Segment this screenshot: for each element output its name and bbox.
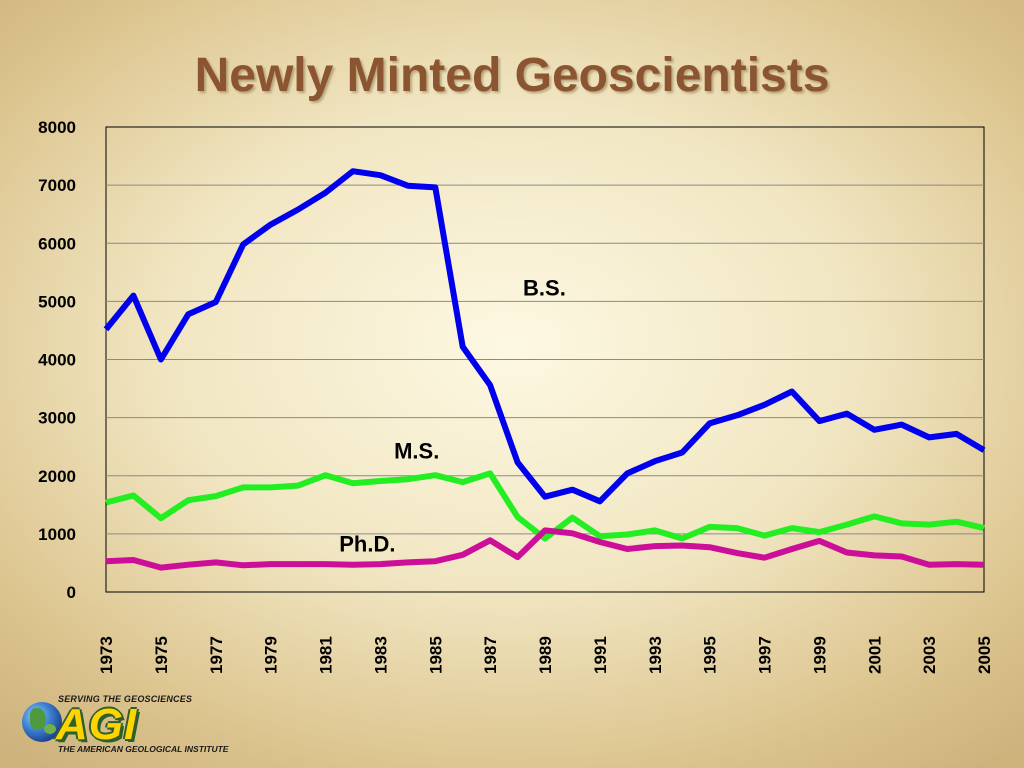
x-tick-label: 1979 (262, 636, 281, 674)
y-tick-label: 1000 (38, 525, 76, 544)
logo-tagline-top: SERVING THE GEOSCIENCES (58, 694, 193, 704)
series-label-phd: Ph.D. (339, 531, 395, 556)
x-tick-label: 1977 (207, 636, 226, 674)
y-axis-ticks: 0 1000 2000 3000 4000 5000 6000 7000 8000 (38, 118, 76, 602)
y-tick-label: 3000 (38, 409, 76, 428)
x-tick-label: 1981 (317, 636, 336, 674)
x-axis-ticks: 1973 1975 1977 1979 1981 1983 1985 1987 1989 1991… (97, 636, 994, 674)
y-tick-label: 6000 (38, 234, 76, 253)
gridlines (106, 184, 984, 535)
series-line-bs (103, 168, 986, 505)
y-tick-label: 2000 (38, 467, 76, 486)
series-lines (103, 168, 986, 571)
x-tick-label: 1987 (481, 636, 500, 674)
x-tick-label: 1975 (152, 636, 171, 674)
x-tick-label: 1997 (756, 636, 775, 674)
x-tick-label: 1989 (536, 636, 555, 674)
x-tick-label: 1973 (97, 636, 116, 674)
page-title: Newly Minted Geoscientists (194, 49, 830, 102)
series-line-ms (105, 470, 985, 542)
y-tick-label: 7000 (38, 176, 76, 195)
x-tick-label: 2005 (975, 636, 994, 674)
logo-tagline-bottom: THE AMERICAN GEOLOGICAL INSTITUTE (58, 744, 229, 754)
logo-wordmark: AGI (56, 700, 138, 749)
series-line-phd (105, 527, 985, 571)
y-tick-label: 0 (67, 583, 76, 602)
x-tick-label: 1991 (591, 636, 610, 674)
y-tick-label: 4000 (38, 351, 76, 370)
x-tick-label: 1993 (646, 636, 665, 674)
series-label-bs: B.S. (523, 276, 566, 301)
x-tick-label: 1999 (810, 636, 829, 674)
agi-logo: SERVING THE GEOSCIENCES AGI THE AMERICAN… (18, 694, 248, 758)
y-tick-label: 5000 (38, 292, 76, 311)
series-labels: B.S. M.S. Ph.D. (339, 276, 566, 557)
x-tick-label: 1995 (701, 636, 720, 674)
x-tick-label: 1985 (426, 636, 445, 674)
series-label-ms: M.S. (394, 438, 439, 463)
y-tick-label: 8000 (38, 118, 76, 137)
globe-icon (22, 702, 62, 742)
x-tick-label: 2001 (865, 636, 884, 674)
x-tick-label: 1983 (371, 636, 390, 674)
x-tick-label: 2003 (920, 636, 939, 674)
